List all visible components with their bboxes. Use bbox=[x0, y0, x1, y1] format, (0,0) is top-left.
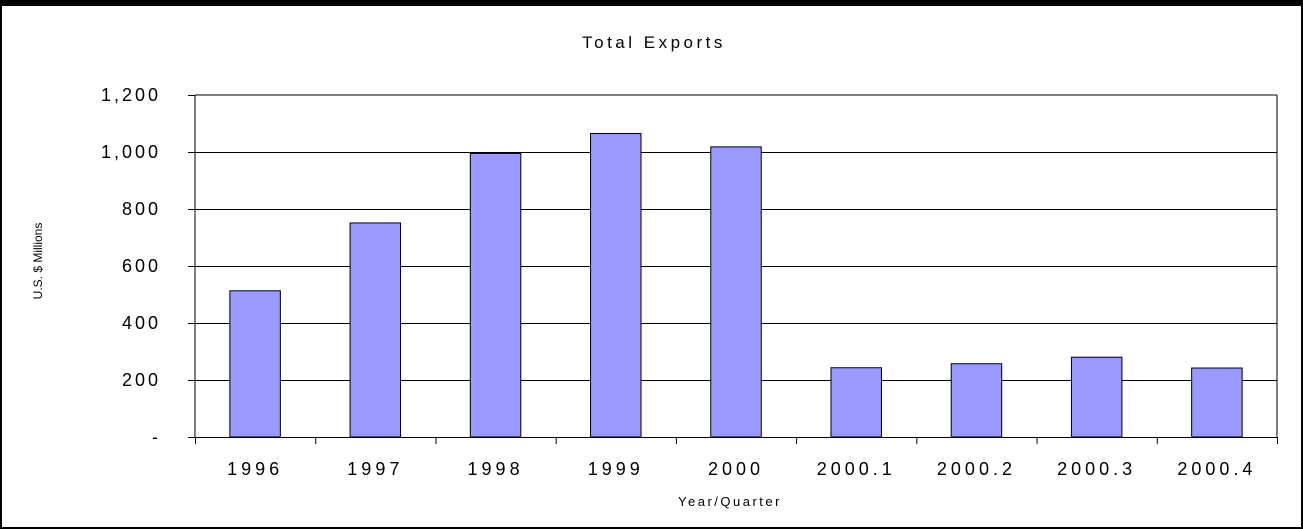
bar-2000.4 bbox=[1191, 367, 1243, 438]
bar-1998 bbox=[469, 152, 522, 438]
x-tick-label: 2000 bbox=[708, 459, 764, 479]
x-tick-label: 1999 bbox=[588, 459, 644, 479]
y-tick-label: 400 bbox=[122, 313, 161, 333]
y-tick-label: 1,000 bbox=[101, 142, 161, 162]
x-tick-label: 1998 bbox=[468, 459, 524, 479]
x-tick-labels: 1996 1997 1998 1999 2000 2000.1 2000.2 2000.3 20… bbox=[227, 459, 1256, 479]
y-tick-label: 800 bbox=[122, 199, 161, 219]
x-tick-label: 2000.2 bbox=[937, 459, 1016, 479]
bar-1997 bbox=[349, 222, 402, 438]
bar-2000.1 bbox=[830, 367, 882, 438]
y-tick-label: 200 bbox=[122, 370, 161, 390]
chart-title: Total Exports bbox=[582, 33, 726, 52]
bar-2000 bbox=[710, 146, 762, 438]
x-axis-label: Year/Quarter bbox=[678, 494, 782, 509]
chart-svg: Total Exports - 200 400 600 800 1,000 1,200 19… bbox=[31, 33, 1278, 509]
y-tick-label: - bbox=[152, 427, 161, 447]
y-tick-labels: - 200 400 600 800 1,000 1,200 bbox=[101, 85, 161, 447]
bar-1999 bbox=[590, 132, 642, 438]
x-tick-label: 2000.4 bbox=[1177, 459, 1256, 479]
axes bbox=[188, 94, 1278, 444]
bar-2000.3 bbox=[1070, 356, 1123, 438]
y-tick-label: 600 bbox=[122, 256, 161, 276]
x-tick-label: 1997 bbox=[347, 459, 403, 479]
bar-1996 bbox=[229, 290, 281, 438]
y-tick-label: 1,200 bbox=[101, 85, 161, 105]
bar-2000.2 bbox=[950, 363, 1003, 438]
y-axis-label: U.S. $ Millions bbox=[31, 223, 45, 300]
x-tick-label: 2000.3 bbox=[1057, 459, 1136, 479]
x-tick-label: 1996 bbox=[227, 459, 283, 479]
bars bbox=[229, 132, 1243, 438]
x-tick-label: 2000.1 bbox=[817, 459, 896, 479]
